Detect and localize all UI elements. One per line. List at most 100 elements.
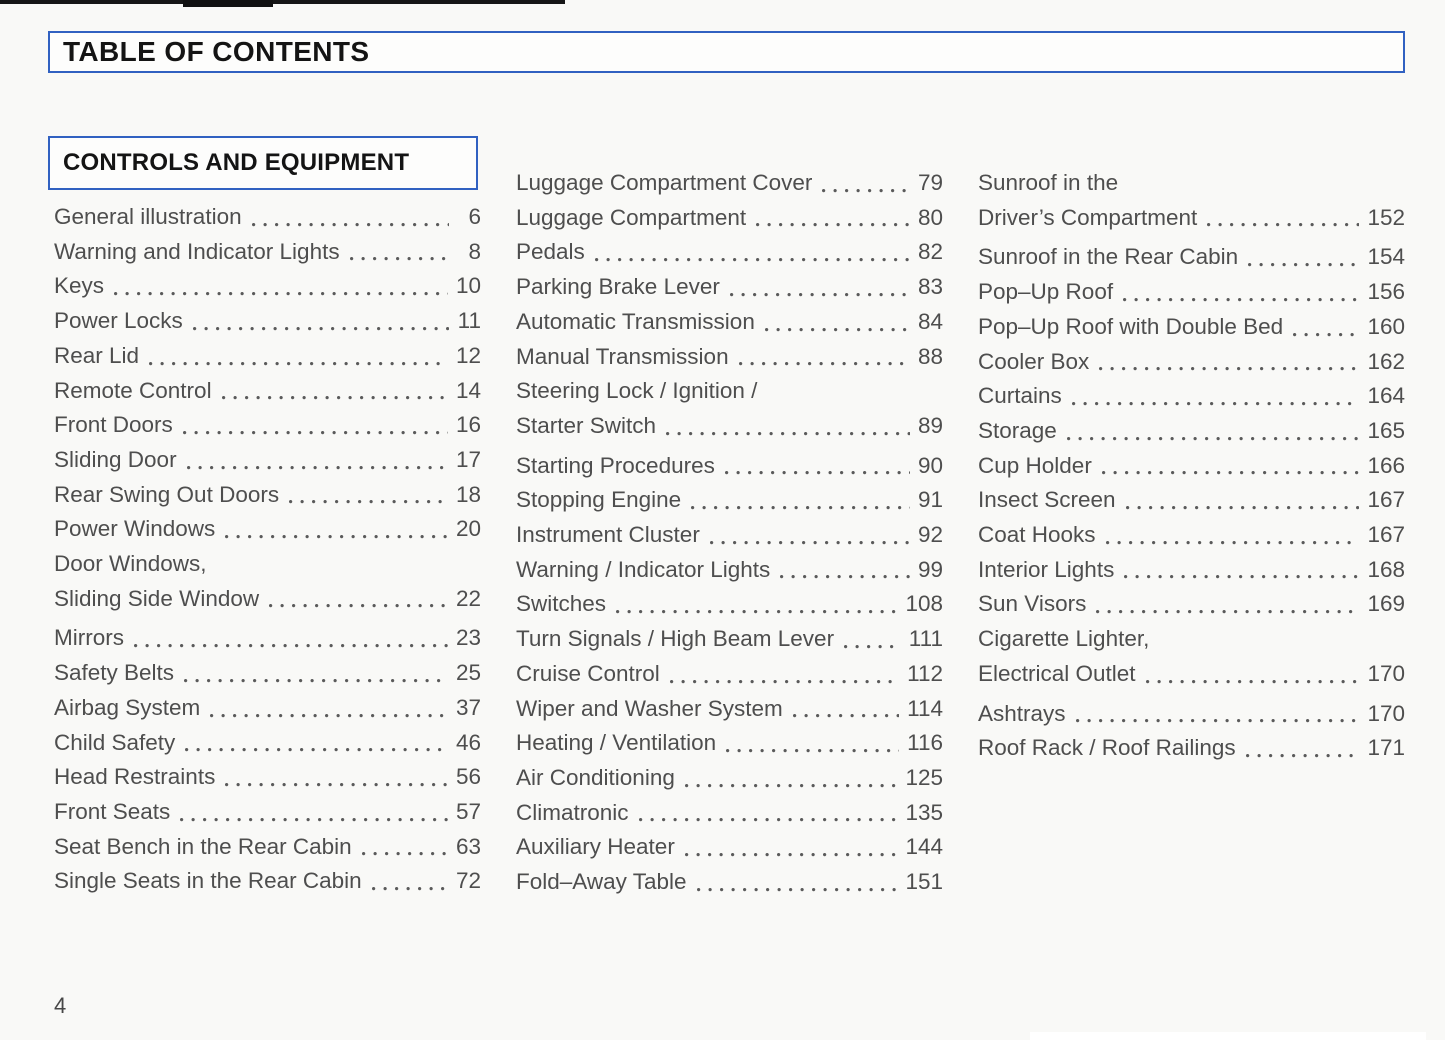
dot-leader bbox=[756, 200, 910, 236]
toc-entry: Sun Visors 169 bbox=[978, 587, 1405, 623]
toc-entry: Insect Screen 167 bbox=[978, 483, 1405, 519]
toc-entry: Parking Brake Lever 83 bbox=[516, 270, 943, 305]
dot-leader bbox=[780, 552, 910, 588]
toc-entry: Storage 165 bbox=[978, 413, 1405, 449]
dot-leader bbox=[184, 656, 448, 691]
toc-entry-page: 18 bbox=[455, 481, 481, 507]
toc-entry-page: 88 bbox=[917, 343, 943, 369]
toc-entry-label: Interior Lights bbox=[978, 556, 1115, 582]
toc-column-1: General illustration 6 Warning and Indicat… bbox=[54, 200, 481, 900]
toc-entry-label: Curtains bbox=[978, 383, 1062, 409]
dot-leader bbox=[361, 829, 448, 865]
dot-leader bbox=[180, 794, 448, 830]
toc-entry-page: 170 bbox=[1367, 700, 1405, 726]
toc-entry-page: 56 bbox=[455, 764, 481, 790]
dot-leader bbox=[638, 795, 898, 831]
toc-entry-label: Parking Brake Lever bbox=[516, 274, 720, 300]
toc-entry-label: Luggage Compartment bbox=[516, 204, 747, 230]
scan-edge-artifact-bottom bbox=[1030, 1032, 1426, 1040]
toc-entry: Air Conditioning 125 bbox=[516, 760, 943, 796]
toc-entry-page: 91 bbox=[917, 487, 943, 513]
toc-entry-page: 135 bbox=[905, 799, 943, 825]
toc-entry: Automatic Transmission 84 bbox=[516, 304, 943, 340]
toc-entry-label: Sliding Door bbox=[54, 446, 177, 472]
dot-leader bbox=[1123, 275, 1360, 310]
toc-entry-page: 83 bbox=[917, 274, 943, 300]
dot-leader bbox=[1075, 696, 1360, 732]
toc-entry: Steering Lock / Ignition / Starter Switch… bbox=[516, 374, 943, 444]
toc-entry-label: Insect Screen bbox=[978, 487, 1116, 513]
dot-leader bbox=[709, 518, 910, 553]
toc-entry-label: Sunroof in the Rear Cabin bbox=[978, 244, 1239, 270]
toc-entry-label: Sliding Side Window bbox=[54, 585, 260, 611]
toc-entry-label: Cooler Box bbox=[978, 348, 1090, 374]
toc-entry: Switches 108 bbox=[516, 587, 943, 623]
toc-entry-page: 144 bbox=[905, 834, 943, 860]
dot-leader bbox=[1096, 587, 1360, 623]
toc-entry-page: 14 bbox=[455, 377, 481, 403]
toc-entry: Front Doors 16 bbox=[54, 408, 481, 443]
dot-leader bbox=[666, 408, 910, 444]
toc-entry: Cooler Box 162 bbox=[978, 344, 1405, 380]
toc-entry: Mirrors 23 bbox=[54, 621, 481, 657]
dot-leader bbox=[691, 483, 910, 519]
toc-entry-label: Instrument Cluster bbox=[516, 522, 700, 548]
toc-entry-page: 16 bbox=[455, 412, 481, 438]
toc-entry-page: 160 bbox=[1367, 313, 1405, 339]
toc-entry-label: Air Conditioning bbox=[516, 764, 675, 790]
dot-leader bbox=[822, 166, 910, 201]
dot-leader bbox=[616, 587, 898, 623]
toc-entry-page: 89 bbox=[917, 412, 943, 438]
toc-entry-page: 20 bbox=[455, 516, 481, 542]
toc-entry-label: Warning and Indicator Lights bbox=[54, 238, 340, 264]
dot-leader bbox=[371, 864, 448, 900]
toc-entry: Cigarette Lighter, Electrical Outlet 170 bbox=[978, 622, 1405, 692]
toc-entry-page: 111 bbox=[908, 626, 943, 652]
toc-entry-label: Ashtrays bbox=[978, 700, 1066, 726]
toc-entry: Curtains 164 bbox=[978, 379, 1405, 414]
dot-leader bbox=[1101, 448, 1360, 484]
toc-entry-label: Cup Holder bbox=[978, 452, 1092, 478]
dot-leader bbox=[269, 581, 448, 617]
toc-entry: Keys 10 bbox=[54, 269, 481, 305]
toc-entry: General illustration 6 bbox=[54, 200, 481, 235]
dot-leader bbox=[1245, 731, 1360, 766]
toc-entry-page: 22 bbox=[455, 585, 481, 611]
toc-entry-label: Airbag System bbox=[54, 694, 201, 720]
toc-entry-page: 151 bbox=[905, 869, 943, 895]
toc-entry: Warning / Indicator Lights 99 bbox=[516, 552, 943, 588]
dot-leader bbox=[684, 830, 898, 866]
toc-entry-label: Front Seats bbox=[54, 798, 171, 824]
toc-entry-page: 164 bbox=[1367, 383, 1405, 409]
toc-entry: Remote Control 14 bbox=[54, 373, 481, 409]
toc-entry-continuation: Steering Lock / Ignition / bbox=[516, 378, 758, 404]
toc-entry-page: 168 bbox=[1367, 556, 1405, 582]
dot-leader bbox=[1248, 240, 1360, 276]
toc-entry: Sunroof in the Rear Cabin 154 bbox=[978, 240, 1405, 276]
dot-leader bbox=[133, 621, 448, 657]
toc-entry-page: 156 bbox=[1367, 279, 1405, 305]
dot-leader bbox=[1099, 344, 1360, 380]
page-title: TABLE OF CONTENTS bbox=[63, 36, 370, 67]
dot-leader bbox=[349, 234, 449, 270]
toc-entry: Warning and Indicator Lights 8 bbox=[54, 234, 481, 270]
toc-entry-page: 116 bbox=[907, 730, 943, 756]
toc-entry-page: 166 bbox=[1367, 452, 1405, 478]
toc-entry-label: Rear Lid bbox=[54, 342, 140, 368]
toc-entry-label: Keys bbox=[54, 273, 105, 299]
toc-entry-page: 84 bbox=[917, 308, 943, 334]
dot-leader bbox=[225, 760, 448, 795]
toc-entry-label: Mirrors bbox=[54, 625, 124, 651]
dot-leader bbox=[186, 442, 448, 478]
toc-entry-label: Pedals bbox=[516, 239, 585, 265]
toc-entry-label: Fold–Away Table bbox=[516, 869, 687, 895]
toc-entry: Cup Holder 166 bbox=[978, 448, 1405, 484]
toc-entry-label: Wiper and Washer System bbox=[516, 695, 783, 721]
dot-leader bbox=[724, 448, 910, 484]
toc-entry: Front Seats 57 bbox=[54, 794, 481, 830]
toc-entry-label: Pop–Up Roof bbox=[978, 279, 1114, 305]
toc-entry-label: Remote Control bbox=[54, 377, 212, 403]
toc-entry-label: Automatic Transmission bbox=[516, 308, 755, 334]
dot-leader bbox=[185, 725, 448, 761]
